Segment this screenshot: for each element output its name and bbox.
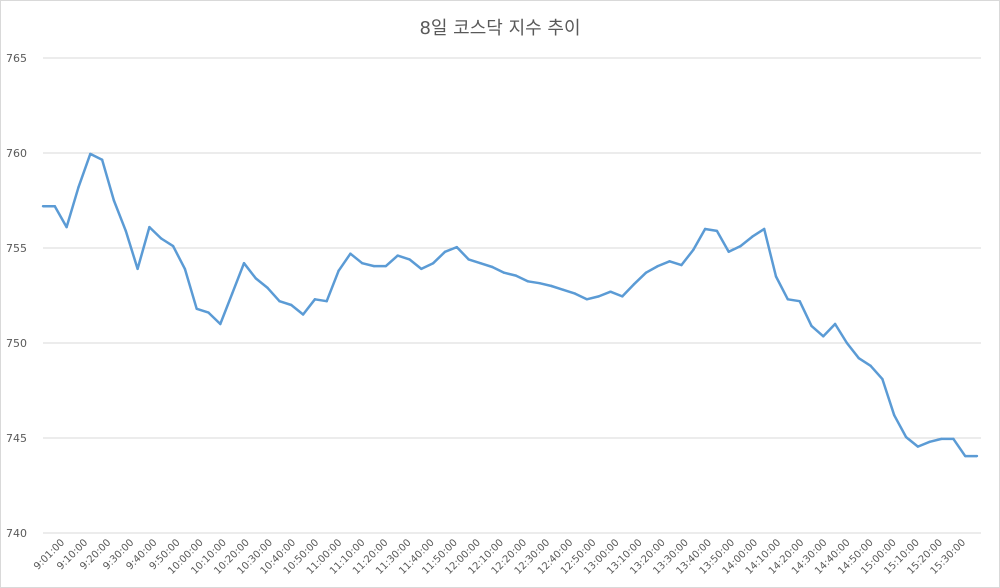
data-point xyxy=(384,264,388,268)
data-point xyxy=(491,265,494,269)
series-line xyxy=(43,152,977,458)
data-point xyxy=(798,300,801,303)
data-point xyxy=(881,377,884,381)
data-point xyxy=(680,263,683,267)
data-point xyxy=(65,225,68,229)
data-point xyxy=(538,281,541,285)
data-point xyxy=(349,252,352,255)
data-point xyxy=(975,454,979,458)
data-point xyxy=(751,235,754,238)
data-point xyxy=(443,250,447,253)
data-point xyxy=(928,440,931,443)
data-point xyxy=(916,445,920,448)
data-point xyxy=(656,264,659,268)
data-point xyxy=(242,262,246,265)
data-point xyxy=(621,295,624,298)
data-point xyxy=(337,269,340,272)
data-point xyxy=(727,250,730,253)
data-point xyxy=(266,286,269,290)
data-point xyxy=(810,324,813,328)
data-point xyxy=(550,284,553,288)
data-point xyxy=(124,229,127,233)
data-point xyxy=(597,295,600,298)
data-point xyxy=(479,262,482,265)
data-point xyxy=(845,341,849,345)
data-point xyxy=(715,229,719,233)
data-point xyxy=(609,290,612,293)
data-point xyxy=(833,322,837,326)
data-point xyxy=(171,244,175,248)
y-tick-label: 755 xyxy=(6,242,27,255)
data-point xyxy=(526,280,529,283)
data-point xyxy=(207,311,210,314)
data-point xyxy=(372,264,376,268)
data-point xyxy=(774,275,778,278)
y-tick-label: 760 xyxy=(6,147,27,160)
data-point xyxy=(219,322,222,326)
data-point xyxy=(148,225,151,229)
y-tick-label: 740 xyxy=(6,527,27,540)
data-point xyxy=(562,288,565,291)
data-point xyxy=(940,437,943,441)
x-axis-tick-labels: 9:01:009:10:009:20:009:30:009:40:009:50:… xyxy=(32,537,968,577)
data-point xyxy=(904,435,908,439)
data-point xyxy=(467,258,470,261)
data-point xyxy=(857,357,860,360)
data-point xyxy=(361,262,364,265)
data-point xyxy=(502,271,506,274)
data-point xyxy=(963,454,967,458)
data-point xyxy=(952,437,955,441)
data-point xyxy=(89,152,92,156)
data-point xyxy=(41,205,45,208)
data-point xyxy=(100,158,104,161)
gridlines xyxy=(43,57,981,534)
data-point xyxy=(420,267,423,271)
y-axis-tick-labels: 740 745 750 755 760 765 xyxy=(6,52,27,540)
data-point xyxy=(160,237,163,240)
data-point xyxy=(53,205,57,208)
data-point xyxy=(632,282,636,286)
data-point xyxy=(408,258,411,261)
data-point xyxy=(396,254,399,257)
data-point xyxy=(514,274,518,277)
data-point xyxy=(573,292,577,295)
data-point xyxy=(762,227,766,231)
chart-title: 8일 코스닥 지수 추이 xyxy=(419,18,581,39)
y-tick-label: 765 xyxy=(6,52,27,65)
data-point xyxy=(195,307,198,310)
y-tick-label: 750 xyxy=(6,337,27,350)
data-point xyxy=(431,262,435,265)
data-point xyxy=(703,227,707,231)
data-point xyxy=(136,267,139,271)
data-point xyxy=(692,248,695,252)
data-point xyxy=(301,313,305,316)
data-point xyxy=(869,364,872,367)
data-point xyxy=(313,298,317,301)
data-point xyxy=(893,414,896,417)
data-point xyxy=(278,300,281,303)
data-point xyxy=(254,277,258,280)
y-tick-label: 745 xyxy=(6,432,27,445)
series-layer xyxy=(41,152,979,458)
data-point xyxy=(668,260,671,263)
data-point xyxy=(290,303,293,307)
data-point xyxy=(739,244,742,248)
data-point xyxy=(325,300,328,303)
data-point xyxy=(77,186,80,189)
data-point xyxy=(455,245,458,249)
data-point xyxy=(183,267,187,271)
data-point xyxy=(112,199,116,202)
data-point xyxy=(786,298,790,301)
data-point xyxy=(822,335,825,338)
data-point xyxy=(585,298,589,301)
data-point xyxy=(644,271,648,274)
data-point xyxy=(230,292,234,295)
